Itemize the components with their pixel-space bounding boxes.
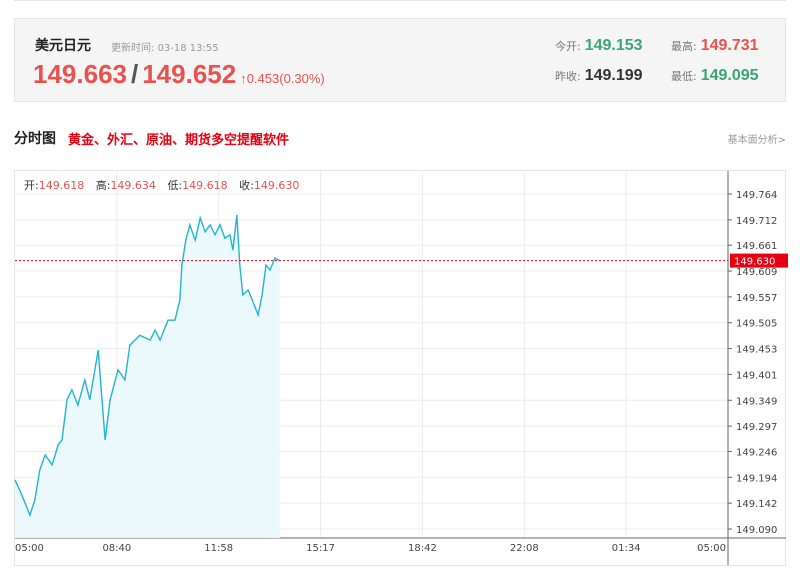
x-tick-label: 05:00 <box>15 543 44 554</box>
high-value: 149.731 <box>700 37 759 54</box>
ohlc-close: 149.630 <box>253 179 300 192</box>
y-tick-label: 149.609 <box>736 267 777 278</box>
update-label: 更新时间: <box>111 43 155 54</box>
y-tick-label: 149.661 <box>736 241 777 252</box>
y-tick-label: 149.505 <box>736 319 777 330</box>
ohlc-open: 149.618 <box>38 179 85 192</box>
price-line <box>14 214 281 518</box>
open-value: 149.153 <box>584 37 643 54</box>
stat-open: 今开: 149.153 <box>555 37 643 55</box>
y-tick-label: 149.246 <box>736 447 777 458</box>
ohlc-high-label: 高: <box>95 179 111 192</box>
ohlc-high: 149.634 <box>110 179 156 192</box>
quote-panel: 美元日元 更新时间: 03-18 13:55 149.663/149.652 ↑0… <box>14 18 786 102</box>
arrow-up-icon: ↑ <box>240 71 247 86</box>
price-separator: / <box>130 59 139 89</box>
low-label: 最低: <box>671 70 697 83</box>
ask-price: 149.652 <box>142 59 237 89</box>
y-tick-label: 149.557 <box>736 293 777 304</box>
y-tick-label: 149.764 <box>736 190 777 201</box>
x-tick-label: 11:58 <box>204 543 233 554</box>
prev-close-label: 昨收: <box>555 70 581 83</box>
high-label: 最高: <box>671 40 697 53</box>
x-tick-label: 08:40 <box>102 543 131 554</box>
bid-price: 149.663 <box>33 59 127 89</box>
ohlc-low-label: 低: <box>167 179 183 192</box>
y-tick-label: 149.401 <box>736 370 777 381</box>
y-tick-label: 149.297 <box>736 422 777 433</box>
current-price-badge <box>730 253 788 268</box>
ad-link[interactable]: 黄金、外汇、原油、期货多空提醒软件 <box>68 133 290 148</box>
fundamental-analysis-link[interactable]: 基本面分析> <box>727 135 786 146</box>
update-time: 更新时间: 03-18 13:55 <box>111 39 219 54</box>
y-tick-label: 149.712 <box>736 216 777 227</box>
price: 149.663/149.652 ↑0.453(0.30%) <box>33 59 325 90</box>
ohlc-low: 149.618 <box>182 179 228 192</box>
x-tick-label: 15:17 <box>306 543 335 554</box>
chart-frame <box>14 170 786 566</box>
x-tick-label: 01:34 <box>612 543 641 554</box>
ohlc-open-label: 开: <box>24 179 39 192</box>
y-tick-label: 149.453 <box>736 345 777 356</box>
instrument-name: 美元日元 <box>35 38 91 54</box>
y-tick-label: 149.194 <box>736 473 777 484</box>
y-tick-label: 149.142 <box>736 499 777 510</box>
open-label: 今开: <box>555 40 581 53</box>
x-tick-label: 18:42 <box>408 543 437 554</box>
stat-high: 最高: 149.731 <box>671 37 759 55</box>
x-tick-label: 22:08 <box>510 543 539 554</box>
stat-low: 最低: 149.095 <box>671 67 759 85</box>
x-tick-label: 05:00 <box>697 543 726 554</box>
low-value: 149.095 <box>700 67 759 84</box>
update-value: 03-18 13:55 <box>157 43 219 54</box>
price-change: ↑0.453(0.30%) <box>240 71 325 86</box>
y-tick-label: 149.090 <box>736 525 777 536</box>
change-value: 0.453(0.30%) <box>246 71 325 86</box>
stat-prev-close: 昨收: 149.199 <box>555 67 643 85</box>
ohlc-readout: 开:149.618 高:149.634 低:149.618 收:149.630 <box>24 177 307 193</box>
section-title: 分时图 <box>14 131 56 147</box>
ohlc-close-label: 收: <box>239 179 254 192</box>
current-price-label: 149.630 <box>734 257 775 268</box>
y-tick-label: 149.349 <box>736 396 777 407</box>
top-divider <box>14 0 786 1</box>
prev-close-value: 149.199 <box>584 67 643 84</box>
price-area <box>15 214 280 538</box>
